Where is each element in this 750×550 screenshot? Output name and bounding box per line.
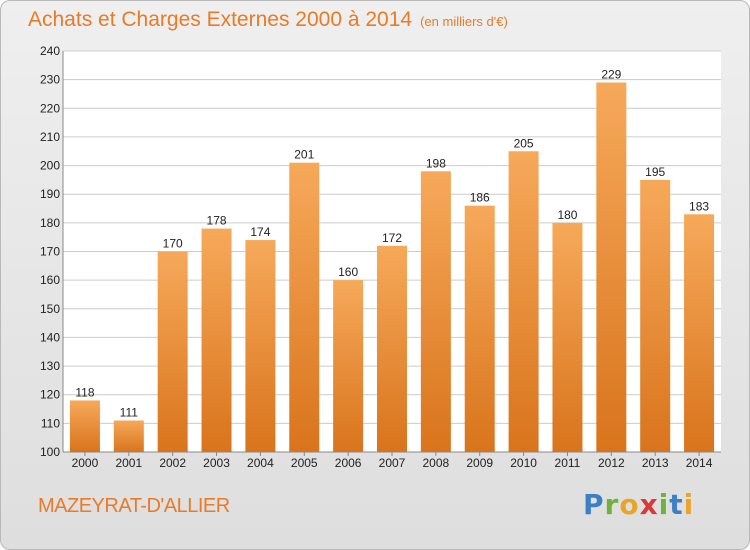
data-label-2011: 180 [557, 208, 577, 222]
y-tick-label: 180 [40, 216, 60, 230]
data-label-2014: 183 [689, 199, 709, 213]
data-label-2010: 205 [514, 136, 534, 150]
data-label-2002: 170 [163, 237, 183, 251]
x-tick-label-2006: 2006 [335, 456, 362, 470]
place-name: MAZEYRAT-D'ALLIER [38, 495, 230, 517]
x-tick-label-2011: 2011 [555, 456, 581, 470]
bar-2005 [289, 162, 320, 452]
bar-2002 [157, 251, 188, 452]
y-tick-label: 100 [40, 445, 60, 459]
y-tick-label: 210 [40, 130, 60, 144]
bar-2013 [640, 179, 671, 452]
bar-2008 [420, 171, 451, 453]
x-tick-label-2001: 2001 [115, 456, 142, 470]
bar-2009 [464, 205, 495, 452]
x-tick-label-2010: 2010 [510, 456, 537, 470]
data-label-2012: 229 [601, 68, 621, 82]
y-tick-label: 120 [40, 388, 60, 402]
x-tick-label-2008: 2008 [423, 456, 450, 470]
y-tick-label: 160 [40, 273, 60, 287]
data-label-2007: 172 [382, 231, 402, 245]
x-tick-label-2012: 2012 [598, 456, 625, 470]
bar-2001 [113, 420, 144, 452]
bar-2003 [201, 228, 232, 452]
x-tick-label-2004: 2004 [247, 456, 274, 470]
data-label-2013: 195 [645, 165, 665, 179]
x-tick-label-2000: 2000 [72, 456, 99, 470]
y-tick-label: 130 [40, 359, 60, 373]
x-tick-label-2013: 2013 [642, 456, 669, 470]
y-tick-label: 140 [40, 330, 60, 344]
data-label-2003: 178 [207, 214, 227, 228]
bar-2000 [69, 400, 100, 452]
data-label-2005: 201 [294, 148, 314, 162]
y-tick-label: 170 [40, 245, 60, 259]
x-tick-label-2009: 2009 [466, 456, 493, 470]
x-tick-label-2014: 2014 [686, 456, 713, 470]
y-tick-label: 190 [40, 187, 60, 201]
x-tick-label-2002: 2002 [159, 456, 186, 470]
data-label-2008: 198 [426, 156, 446, 170]
chart-title: Achats et Charges Externes 2000 à 2014 (e… [28, 8, 508, 32]
bar-2012 [596, 82, 627, 452]
bar-2006 [333, 280, 364, 452]
bar-2004 [245, 240, 276, 452]
y-tick-label: 220 [40, 101, 60, 115]
chart-title-text: Achats et Charges Externes 2000 à 2014 [28, 8, 413, 31]
y-tick-label: 200 [40, 159, 60, 173]
y-tick-label: 110 [41, 416, 60, 430]
x-tick-label-2005: 2005 [291, 456, 318, 470]
data-label-2006: 160 [338, 265, 358, 279]
chart-subtitle: (en milliers d'€) [420, 14, 508, 29]
data-label-2000: 118 [75, 385, 94, 399]
x-tick-label-2003: 2003 [203, 456, 230, 470]
y-tick-label: 240 [40, 44, 60, 58]
proxiti-logo: Proxiti [583, 488, 695, 521]
data-label-2004: 174 [250, 225, 270, 239]
bar-2007 [377, 245, 407, 452]
bar-2010 [508, 151, 539, 452]
data-label-2001: 111 [120, 405, 139, 419]
y-tick-label: 230 [40, 73, 60, 87]
x-tick-label-2007: 2007 [379, 456, 406, 470]
bar-2011 [552, 222, 583, 452]
data-label-2009: 186 [470, 191, 490, 205]
bar-2014 [684, 214, 715, 452]
y-tick-label: 150 [40, 302, 60, 316]
